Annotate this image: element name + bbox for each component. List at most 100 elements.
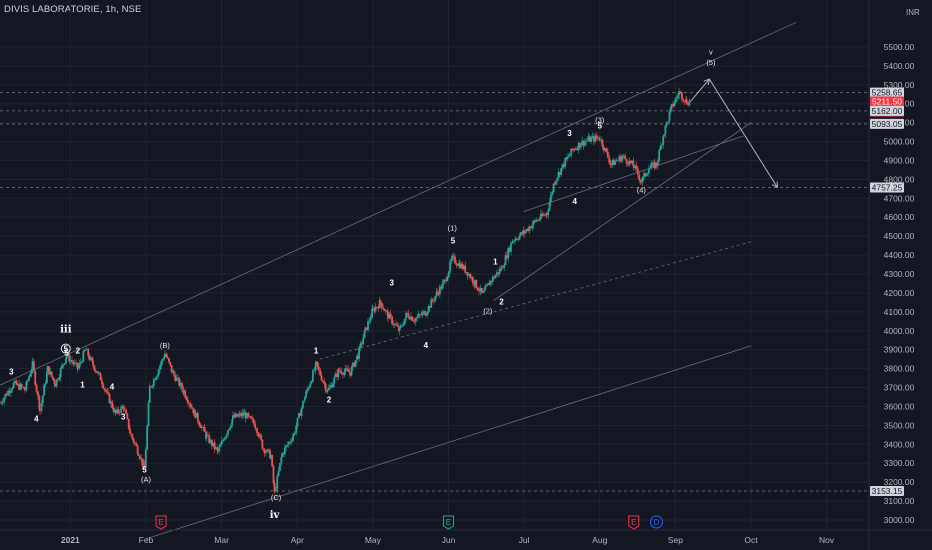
price-axis[interactable]: 3000.00 3100.00 3200.00 3300.00 3400.00 3500.… [868, 0, 915, 550]
candle-body [350, 367, 353, 376]
candle-body [410, 316, 412, 320]
wave-label: (B) [160, 341, 171, 350]
projection-arrow [771, 181, 778, 188]
candle-body [363, 330, 366, 339]
candle-body [634, 165, 637, 168]
candle-body [337, 368, 340, 371]
candle-body [238, 413, 241, 415]
candle-body [175, 377, 178, 381]
candle-body [103, 388, 106, 390]
wave-label: iii [60, 325, 72, 336]
price-tick: 3500.00 [884, 420, 915, 430]
candle-body [557, 172, 560, 179]
candle-body [299, 413, 302, 416]
candle-body [292, 436, 294, 441]
candle-body [454, 256, 456, 264]
candle-body [395, 323, 398, 326]
candle-body [52, 376, 54, 380]
candle-body [679, 91, 682, 93]
candle-body [137, 453, 140, 456]
candle-body [609, 162, 612, 165]
candle-body [223, 439, 226, 441]
time-tick: Aug [592, 535, 607, 545]
time-tick: Nov [819, 535, 835, 545]
candle-body [35, 384, 38, 392]
candle-body [18, 383, 20, 390]
candle-body [0, 402, 3, 404]
candle-body [269, 455, 272, 459]
candle-body [222, 439, 225, 441]
candle-body [348, 372, 351, 373]
candle-body [631, 160, 633, 163]
candle-body [474, 279, 476, 286]
candle-body [551, 191, 554, 195]
candle-body [541, 213, 544, 216]
candle-body [314, 362, 317, 371]
candle-body [102, 384, 105, 389]
candle-body [160, 360, 163, 366]
candle-body [476, 287, 479, 291]
candle-body [621, 157, 623, 162]
candle-body [90, 357, 92, 360]
time-axis[interactable]: 2021 Feb Mar Apr May Jun Jul Aug Sep Oct Nov [0, 529, 932, 545]
candle-body [368, 320, 371, 322]
candle-body [117, 409, 120, 413]
candle-body [254, 423, 257, 428]
event-label: E [631, 518, 636, 527]
candle-body [37, 391, 39, 396]
price-tick: 3800.00 [884, 364, 915, 374]
candle-body [271, 455, 274, 467]
candle-body [411, 316, 414, 321]
candle-body [479, 287, 482, 292]
wave-label: 4 [34, 415, 39, 424]
candle-body [116, 409, 118, 414]
candle-body [101, 380, 103, 385]
candle-body [24, 389, 26, 391]
candle-body [48, 366, 50, 375]
candle-body [598, 139, 601, 141]
candle-body [319, 369, 322, 376]
candle-body [604, 148, 607, 151]
trend-line [145, 345, 752, 540]
candle-body [288, 441, 290, 445]
candle-body [256, 428, 258, 434]
candle-body [467, 274, 470, 276]
candle-body [215, 447, 217, 450]
candle-body [91, 357, 94, 361]
wave-label: 5 [142, 466, 147, 475]
candle-body [257, 433, 260, 437]
candle-body [329, 385, 332, 388]
candle-body [665, 122, 668, 126]
candle-body [687, 104, 689, 106]
candle-body [478, 290, 480, 292]
candle-body [29, 373, 32, 377]
candle-body [562, 163, 565, 167]
candle-body [408, 317, 411, 320]
candle-body [69, 360, 72, 362]
wave-label: 4 [110, 382, 115, 391]
candle-body [346, 368, 348, 370]
candle-body [371, 308, 373, 318]
candle-body [347, 369, 350, 373]
candle-body [364, 327, 367, 331]
candle-body [435, 291, 438, 297]
candle-body [612, 159, 615, 166]
price-tick: 3100.00 [884, 496, 915, 506]
candle-body [83, 350, 86, 352]
candle-body [99, 373, 102, 381]
candle-body [688, 100, 691, 106]
candle-body [87, 348, 90, 356]
candle-body [402, 324, 405, 326]
candle-body [320, 375, 323, 381]
candle-body [501, 266, 504, 268]
candle-body [527, 228, 530, 231]
candle-body [39, 409, 41, 411]
candle-body [640, 181, 643, 183]
wave-label: 4 [573, 197, 578, 206]
candle-body [608, 157, 611, 163]
candle-body [201, 427, 203, 429]
candle-body [147, 402, 150, 427]
candle-body [176, 377, 179, 379]
